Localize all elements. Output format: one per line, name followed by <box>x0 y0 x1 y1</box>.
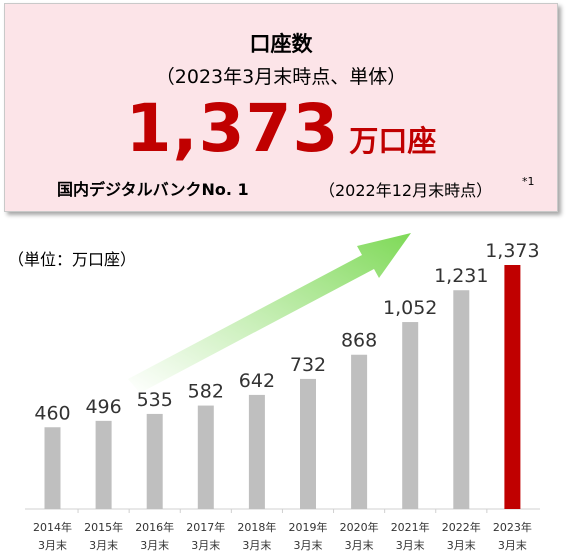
bar-2017年 <box>197 405 214 509</box>
tick-label-year: 2014年 <box>33 520 72 534</box>
tick-label-month: 3月末 <box>396 538 425 552</box>
value-label: 460 <box>34 402 70 424</box>
headline-number: 1,373 <box>125 90 340 167</box>
tick-label-year: 2019年 <box>289 520 328 534</box>
headline-footnote: *1 <box>522 175 535 188</box>
value-label: 1,052 <box>383 297 437 319</box>
value-label: 535 <box>137 389 173 411</box>
headline-rank-note: （2022年12月末時点） <box>319 181 493 200</box>
tick-label-year: 2021年 <box>391 520 430 534</box>
trend-arrow-icon <box>128 233 411 393</box>
tick-label-year: 2016年 <box>135 520 174 534</box>
tick-label-month: 3月末 <box>294 538 323 552</box>
tick-label-month: 3月末 <box>345 538 374 552</box>
tick-label-month: 3月末 <box>191 538 220 552</box>
bar-2016年 <box>146 413 163 509</box>
tick-label-year: 2018年 <box>237 520 276 534</box>
bar-2018年 <box>248 394 265 509</box>
bar-2015年 <box>95 420 112 509</box>
tick-label-month: 3月末 <box>89 538 118 552</box>
tick-label-year: 2023年 <box>493 520 532 534</box>
headline-figure: 1,373 万口座 <box>5 90 557 167</box>
value-label: 642 <box>239 370 275 392</box>
tick-label-month: 3月末 <box>38 538 67 552</box>
value-label: 1,231 <box>434 265 488 287</box>
tick-label-month: 3月末 <box>140 538 169 552</box>
tick-label-year: 2022年 <box>442 520 481 534</box>
headline-rank: 国内デジタルバンクNo. 1 <box>57 180 249 199</box>
unit-label: （単位：万口座） <box>8 250 137 269</box>
bar-2022年 <box>453 290 470 509</box>
value-label: 1,373 <box>485 240 539 262</box>
value-label: 582 <box>188 381 224 403</box>
bar-2021年 <box>402 322 419 509</box>
headline-box: 口座数 （2023年3月末時点、単体） 1,373 万口座 国内デジタルバンクNo… <box>4 3 558 212</box>
tick-label-month: 3月末 <box>242 538 271 552</box>
bar-2019年 <box>300 378 316 509</box>
tick-label-year: 2020年 <box>340 520 379 534</box>
headline-subtitle: （2023年3月末時点、単体） <box>155 66 407 88</box>
value-label: 732 <box>290 354 326 376</box>
headline-title: 口座数 <box>249 32 313 56</box>
bar-2020年 <box>351 354 368 509</box>
headline-unit: 万口座 <box>349 124 437 158</box>
bar-2014年 <box>44 427 61 509</box>
value-label: 868 <box>341 330 377 352</box>
bar-2023年 <box>504 265 521 509</box>
tick-label-month: 3月末 <box>447 538 476 552</box>
tick-label-month: 3月末 <box>498 538 527 552</box>
value-label: 496 <box>85 396 121 418</box>
tick-label-year: 2015年 <box>84 520 123 534</box>
tick-label-year: 2017年 <box>186 520 225 534</box>
